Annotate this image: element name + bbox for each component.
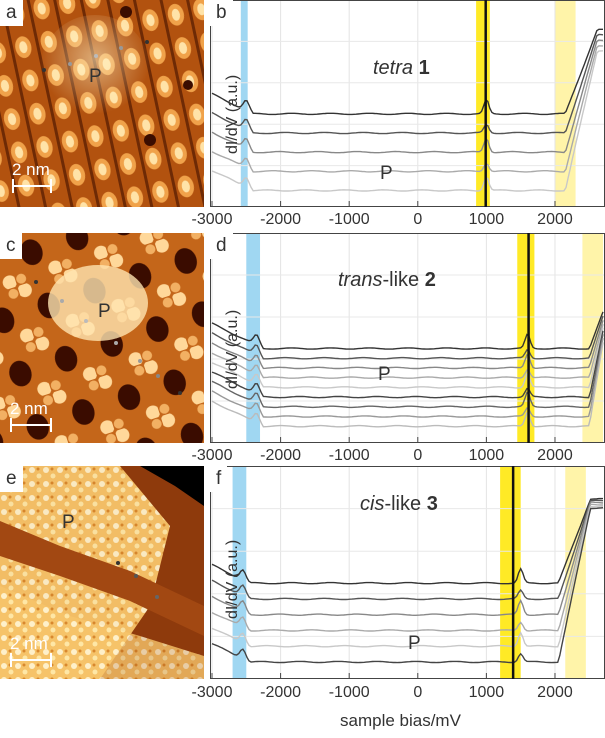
plot-title-f-italic: cis [360, 493, 385, 515]
tick-label: -1000 [328, 684, 370, 701]
plot-title-f: cis-like 3 [360, 493, 438, 516]
tick-label: -3000 [191, 447, 233, 464]
panel-label-b: b [210, 0, 233, 26]
panel-label-e: e [0, 466, 23, 492]
p-marker-c: P [98, 301, 111, 322]
stm-image-a: a P 2 nm [0, 0, 204, 207]
series-line-4 [211, 505, 604, 648]
panel-label-c: c [0, 233, 22, 259]
scale-text-a: 2 nm [12, 160, 50, 179]
stm-image-c: c P 2 nm [0, 233, 204, 443]
p-marker-f: P [408, 633, 421, 654]
p-marker-d: P [378, 364, 391, 385]
series-line-0 [211, 28, 603, 116]
band-0 [240, 0, 248, 207]
tick-label: 2000 [537, 684, 573, 701]
series-line-0 [211, 311, 604, 350]
series-line-4 [211, 327, 604, 389]
tick-label: 0 [413, 211, 423, 228]
panel-label-a: a [0, 0, 23, 26]
ylabel-b: dI/dV (a.u.) [224, 74, 241, 154]
stm-image-c-graphic [0, 233, 204, 443]
xaxis-title: sample bias/mV [340, 711, 461, 730]
series-line-5 [211, 330, 604, 399]
panel-label-f: f [210, 466, 228, 492]
series-line-1 [211, 315, 604, 360]
tick-label: -2000 [260, 684, 302, 701]
tick-label: 2000 [537, 211, 573, 228]
series-line-4 [211, 50, 604, 192]
p-marker-a: P [89, 66, 102, 87]
plot-b-svg [210, 0, 605, 207]
plot-d-svg [210, 233, 605, 443]
series-line-3 [211, 503, 603, 632]
tick-label: -2000 [260, 447, 302, 464]
p-marker-e: P [62, 512, 75, 533]
plot-title-b: tetra 1 [373, 57, 430, 80]
tick-label: 0 [413, 447, 423, 464]
series-line-0 [211, 497, 603, 585]
series-line-2 [211, 320, 604, 370]
ylabel-f: dI/dV (a.u.) [224, 539, 241, 619]
series-line-1 [211, 499, 604, 601]
plot-title-d-bold: 2 [424, 269, 436, 291]
stm-image-e: e P 2 nm [0, 466, 204, 679]
tick-label: -1000 [328, 211, 370, 228]
plot-f: f cis-like 3 P [210, 466, 605, 684]
tick-label: -3000 [191, 211, 233, 228]
tick-label: 1000 [468, 211, 505, 228]
plot-b: b tetra 1 P [210, 0, 605, 212]
series-line-8 [211, 342, 604, 428]
panel-label-d: d [210, 233, 233, 259]
scale-bar-e [10, 653, 52, 667]
plot-title-b-italic: tetra [373, 57, 414, 79]
plot-title-f-rest: -like [384, 493, 427, 515]
xaxis-d: -3000 -2000 -1000 0 1000 2000 [192, 447, 605, 467]
tick-label: 0 [413, 684, 423, 701]
band-1 [500, 466, 521, 679]
series-line-5 [211, 507, 604, 664]
stm-image-a-graphic [0, 0, 204, 207]
plot-title-b-bold: 1 [418, 57, 430, 79]
series-line-3 [211, 324, 604, 379]
tick-label: -2000 [260, 211, 302, 228]
plot-title-d-italic: trans [338, 269, 383, 291]
scale-text-c: 2 nm [10, 399, 48, 418]
series-line-3 [211, 45, 603, 173]
scale-text-e: 2 nm [10, 634, 48, 653]
ylabel-d: dI/dV (a.u.) [224, 309, 241, 389]
plot-title-f-bold: 3 [426, 493, 438, 515]
series-line-2 [211, 501, 604, 617]
series-line-1 [211, 33, 604, 135]
tick-label: 2000 [537, 447, 573, 464]
plot-frame [210, 0, 605, 207]
tick-label: 1000 [468, 684, 505, 701]
plot-title-d: trans-like 2 [338, 269, 436, 292]
plot-frame [210, 233, 605, 443]
p-marker-b: P [380, 163, 393, 184]
tick-label: -3000 [191, 684, 233, 701]
scale-bar-c [10, 418, 52, 432]
series-line-2 [211, 39, 604, 154]
xaxis-f: -3000 -2000 -1000 0 1000 2000 [192, 684, 605, 704]
plot-f-svg [210, 466, 605, 679]
series-line-6 [211, 334, 604, 409]
tick-label: 1000 [468, 447, 505, 464]
plot-title-d-rest: -like [382, 269, 425, 291]
series-line-7 [211, 337, 604, 418]
xaxis-b: -3000 -2000 -1000 0 1000 2000 [192, 211, 605, 231]
band-2 [554, 0, 576, 207]
scale-bar-a [12, 179, 52, 193]
tick-label: -1000 [328, 447, 370, 464]
plot-d: d trans-like 2 P [210, 233, 605, 448]
